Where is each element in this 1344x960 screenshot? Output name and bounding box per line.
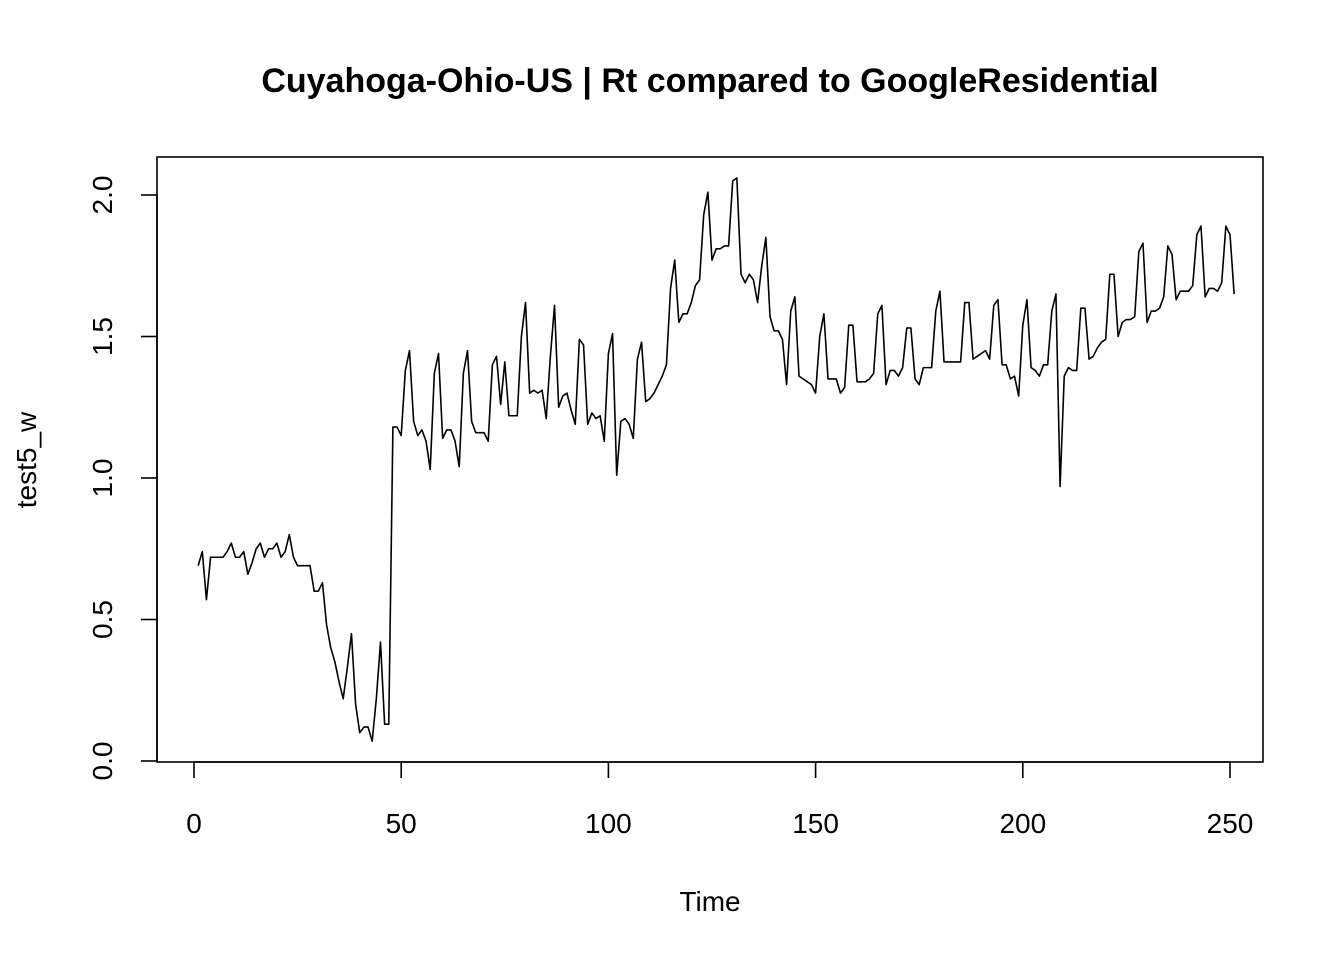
y-tick-label: 0.5 — [87, 600, 118, 639]
x-tick-label: 100 — [585, 808, 632, 839]
series-line — [197, 177, 1235, 742]
x-axis: 0 50 100 150 200 250 — [186, 761, 1254, 839]
x-tick-label: 200 — [999, 808, 1046, 839]
x-axis-label: Time — [679, 886, 740, 917]
y-tick-label: 2.0 — [87, 176, 118, 215]
chart-title: Cuyahoga-Ohio-US | Rt compared to Google… — [261, 62, 1158, 100]
x-tick-label: 250 — [1207, 808, 1254, 839]
y-axis-label: test5_w — [11, 411, 42, 508]
y-tick-label: 0.0 — [87, 742, 118, 781]
x-tick-label: 50 — [386, 808, 417, 839]
plot-frame — [156, 156, 1264, 763]
x-tick-label: 150 — [792, 808, 839, 839]
y-tick-label: 1.5 — [87, 317, 118, 356]
y-tick-label: 1.0 — [87, 459, 118, 498]
y-axis: 0.0 0.5 1.0 1.5 2.0 — [87, 176, 158, 781]
x-tick-label: 0 — [186, 808, 202, 839]
